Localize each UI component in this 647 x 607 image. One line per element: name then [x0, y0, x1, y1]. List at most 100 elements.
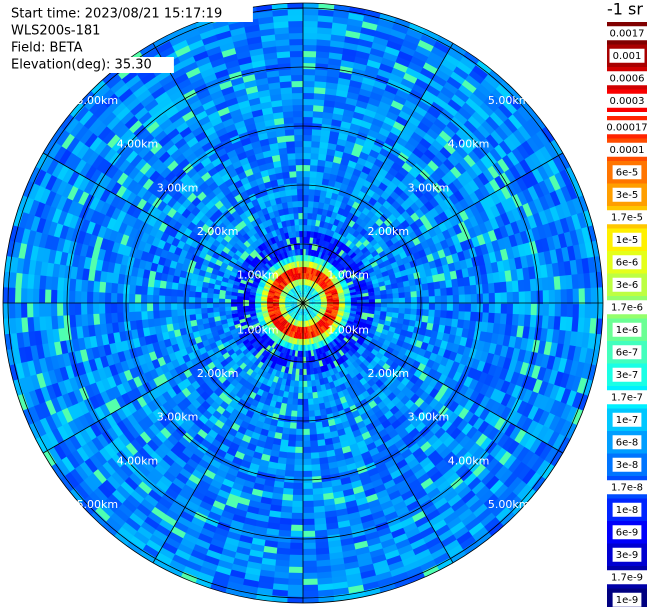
- range-gate: [148, 269, 157, 280]
- range-gate: [161, 265, 170, 275]
- range-gate: [99, 403, 111, 418]
- range-gate: [409, 338, 418, 347]
- range-gate: [161, 513, 177, 527]
- range-gate: [325, 407, 333, 416]
- range-gate: [298, 374, 303, 382]
- range-gate: [385, 555, 403, 567]
- range-gate: [340, 320, 348, 326]
- range-gate: [153, 278, 161, 288]
- range-gate: [240, 335, 248, 343]
- range-gate: [218, 298, 226, 303]
- range-gate: [309, 434, 318, 442]
- range-gate: [118, 549, 137, 566]
- range-gate: [135, 276, 144, 287]
- range-gate: [356, 338, 364, 346]
- range-gate: [154, 271, 163, 281]
- range-gate: [557, 436, 571, 455]
- range-gate: [44, 275, 53, 290]
- range-gate: [413, 326, 421, 335]
- range-gate: [549, 469, 566, 488]
- range-gate: [221, 478, 235, 489]
- range-gate: [221, 379, 231, 389]
- range-gate: [262, 545, 278, 555]
- range-gate: [227, 575, 245, 586]
- range-gate: [334, 329, 341, 336]
- range-gate: [290, 303, 298, 306]
- range-gate: [284, 470, 295, 478]
- range-gate: [502, 334, 511, 348]
- range-gate: [260, 341, 267, 348]
- range-gate: [341, 368, 349, 377]
- range-gate: [571, 392, 584, 410]
- range-gate: [215, 324, 224, 331]
- range-gate: [461, 328, 470, 339]
- range-gate: [407, 479, 421, 491]
- range-gate: [26, 316, 35, 332]
- range-gate: [49, 481, 66, 500]
- range-gate: [279, 439, 289, 447]
- range-gate: [185, 427, 198, 439]
- range-gate: [333, 496, 346, 506]
- range-gate: [303, 20, 319, 28]
- range-gate: [260, 300, 268, 303]
- range-gate: [454, 464, 469, 478]
- range-gate: [464, 303, 472, 313]
- range-gate: [137, 418, 150, 432]
- range-gate: [259, 563, 276, 572]
- range-gate: [327, 319, 334, 325]
- range-gate: [456, 419, 469, 433]
- range-gate: [333, 447, 344, 457]
- range-gate: [466, 476, 482, 492]
- range-gate: [302, 458, 312, 466]
- range-gate: [266, 320, 273, 327]
- range-gate: [78, 479, 94, 496]
- range-gate: [160, 491, 176, 505]
- range-gate: [431, 519, 448, 533]
- range-gate: [390, 419, 402, 430]
- range-gate: [106, 457, 121, 472]
- range-gate: [351, 344, 360, 352]
- range-gate: [141, 392, 152, 405]
- range-gate: [379, 375, 389, 385]
- range-gate: [321, 339, 328, 347]
- range-gate: [315, 421, 323, 429]
- range-gate: [383, 549, 400, 561]
- range-gate: [395, 459, 408, 471]
- range-gate: [17, 426, 31, 445]
- range-gate: [260, 298, 268, 302]
- range-gate: [290, 299, 298, 302]
- range-gate: [511, 314, 520, 327]
- range-gate: [467, 329, 476, 340]
- range-gate: [237, 312, 245, 317]
- range-gate: [308, 188, 316, 196]
- range-gate: [499, 313, 508, 326]
- range-gate: [159, 279, 167, 289]
- range-gate: [254, 324, 262, 331]
- range-gate: [339, 322, 347, 328]
- range-gate: [290, 304, 298, 307]
- range-gate: [18, 376, 30, 394]
- range-gate: [217, 463, 230, 474]
- range-gate: [321, 486, 334, 495]
- range-gate: [306, 314, 309, 321]
- range-gate: [297, 320, 301, 328]
- range-gate: [329, 361, 336, 370]
- range-gate: [112, 331, 122, 343]
- range-gate: [56, 302, 64, 316]
- range-gate: [157, 415, 170, 428]
- range-gate: [439, 506, 455, 521]
- range-gate: [534, 352, 545, 368]
- range-gate: [174, 365, 184, 376]
- range-gate: [263, 327, 271, 334]
- range-gate: [137, 446, 151, 461]
- range-gate: [153, 317, 161, 327]
- range-gate: [333, 338, 340, 346]
- range-gate: [575, 361, 586, 379]
- range-gate: [177, 315, 185, 323]
- range-gate: [98, 501, 115, 518]
- range-gate: [273, 363, 280, 371]
- range-gate: [231, 436, 242, 446]
- range-gate: [61, 421, 75, 439]
- range-gate: [280, 433, 290, 441]
- range-gate: [530, 303, 538, 317]
